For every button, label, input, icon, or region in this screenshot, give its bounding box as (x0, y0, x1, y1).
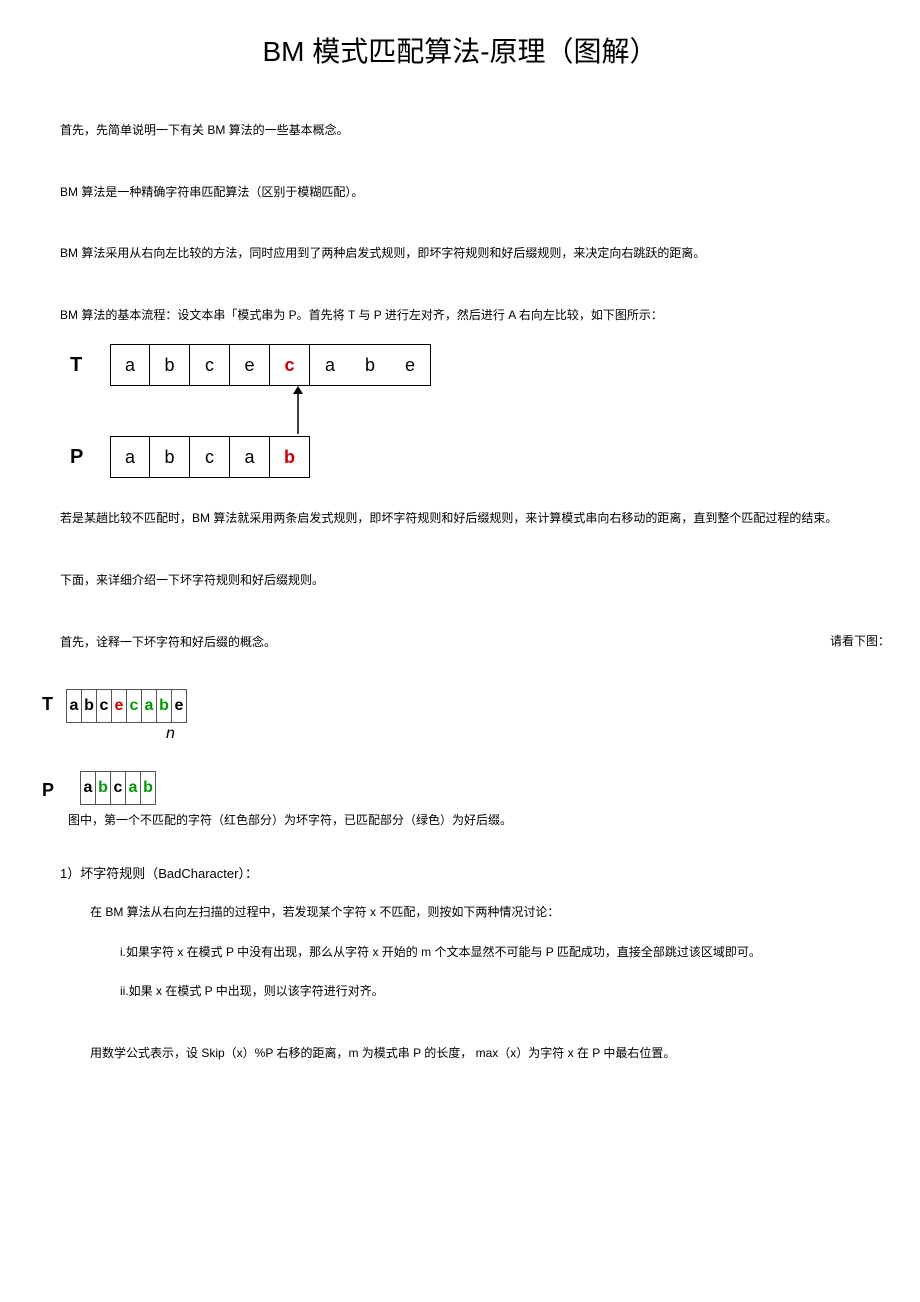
micro-cell: c (97, 690, 112, 722)
arrow-icon (288, 382, 308, 438)
micro-cell: a (67, 690, 82, 722)
text-micro-cells: a b c e c a b e (66, 689, 187, 723)
right-note: 请看下图： (830, 632, 890, 649)
micro-cell-suffix: a (142, 690, 157, 722)
micro-cell-bad: e (112, 690, 127, 722)
section-1-case-ii: ii.如果 x 在模式 P 中出现，则以该字符进行对齐。 (120, 981, 860, 1003)
paragraph-3: BM 算法采用从右向左比较的方法，同时应用到了两种启发式规则，即坏字符规则和好后… (60, 243, 860, 265)
page-title: BM 模式匹配算法-原理（图解） (60, 30, 860, 70)
cell: b (350, 345, 390, 385)
cell: a (310, 345, 350, 385)
cell-bad-char: c (270, 345, 310, 385)
suffix-diagram: T a b c e c a b e n P a b c a b (60, 671, 860, 805)
cell: e (390, 345, 430, 385)
paragraph-2: BM 算法是一种精确字符串匹配算法（区别于模糊匹配）。 (60, 182, 860, 204)
paragraph-7: 首先，诠释一下坏字符和好后缀的概念。 (60, 632, 860, 654)
cell: a (110, 437, 150, 477)
micro-cell: b (96, 772, 111, 804)
paragraph-6: 下面，来详细介绍一下坏字符规则和好后缀规则。 (60, 570, 860, 592)
text-cells-boxed: a b c e c (110, 344, 310, 386)
pattern-row-label: P (70, 446, 110, 469)
cell: a (230, 437, 270, 477)
text-row-label: T (70, 354, 110, 377)
cell: b (150, 345, 190, 385)
micro-cell: a (126, 772, 141, 804)
section-1-heading: 1）坏字符规则（BadCharacter）： (60, 863, 860, 882)
pattern-row-label-2: P (42, 780, 62, 801)
pattern-cells: a b c a b (110, 436, 310, 478)
cell: a (110, 345, 150, 385)
section-1-p2: 用数学公式表示，设 Skip（x）%P 右移的距离，m 为模式串 P 的长度， … (90, 1043, 860, 1065)
text-row-label-2: T (42, 694, 62, 715)
n-label: n (166, 725, 860, 743)
text-cells-open: a b e (310, 344, 431, 386)
diagram-caption: 图中，第一个不匹配的字符（红色部分）为坏字符，已匹配部分（绿色）为好后缀。 (68, 811, 860, 828)
cell: e (230, 345, 270, 385)
micro-cell-suffix: c (127, 690, 142, 722)
section-1-case-i: i.如果字符 x 在模式 P 中没有出现，那么从字符 x 开始的 m 个文本显然… (120, 942, 860, 964)
micro-cell: c (111, 772, 126, 804)
pattern-micro-cells: a b c a b (80, 771, 156, 805)
paragraph-5: 若是某趟比较不匹配时，BM 算法就采用两条启发式规则，即坏字符规则和好后缀规则，… (60, 508, 860, 530)
cell: c (190, 345, 230, 385)
micro-cell-suffix: b (157, 690, 172, 722)
cell: b (150, 437, 190, 477)
alignment-diagram: T a b c e c a b e P a b c a (70, 344, 860, 478)
micro-cell: b (141, 772, 156, 804)
section-1-p1: 在 BM 算法从右向左扫描的过程中，若发现某个字符 x 不匹配，则按如下两种情况… (90, 902, 860, 924)
micro-cell: e (172, 690, 187, 722)
paragraph-1: 首先，先简单说明一下有关 BM 算法的一些基本概念。 (60, 120, 860, 142)
cell: c (190, 437, 230, 477)
paragraph-4: BM 算法的基本流程：设文本串「模式串为 P。首先将 T 与 P 进行左对齐，然… (60, 305, 860, 327)
micro-cell: b (82, 690, 97, 722)
micro-cell: a (81, 772, 96, 804)
cell-mismatch: b (270, 437, 310, 477)
